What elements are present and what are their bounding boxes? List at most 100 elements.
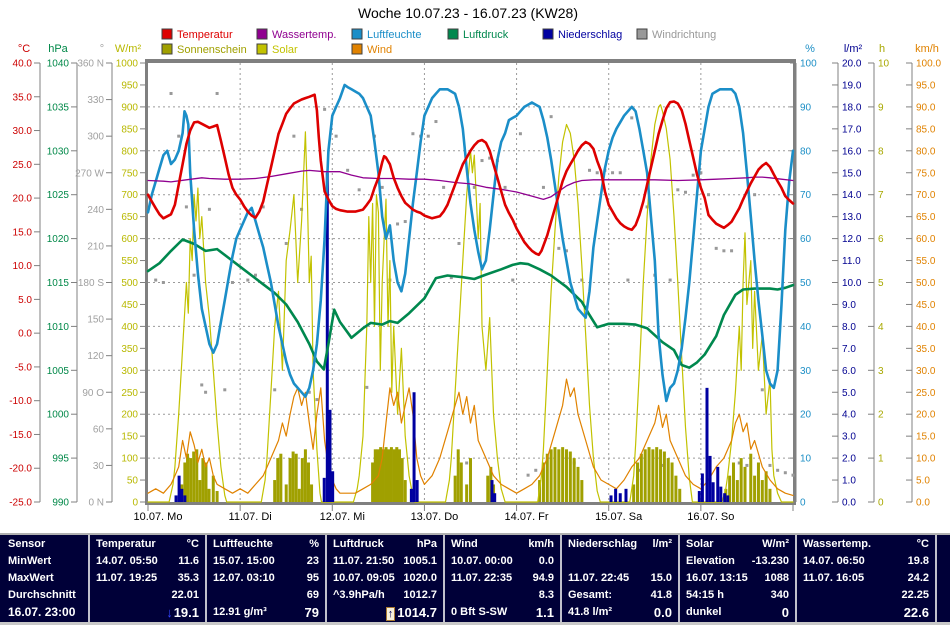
cell-text: 11.07. 22:35 bbox=[451, 572, 513, 584]
cell-value: 11.6 bbox=[178, 555, 199, 567]
axis-tick-label: 40.0 bbox=[916, 322, 936, 333]
cell-text: 16.07. 13:15 bbox=[686, 572, 748, 584]
trend-up-arrow-icon: ↑ bbox=[385, 607, 396, 621]
axis-hPa: hPa 1040 1035 1030 1025 1020 1015 1010 1005 1000 9… bbox=[47, 43, 78, 509]
table-cell-luftfeuchte-aktuell: 12.91 g/m³ 79 bbox=[213, 604, 319, 621]
table-col-temperatur: Temperatur °C 14.07. 05:50 11.6 11.07. 19:25… bbox=[88, 535, 205, 622]
weather-chart: Woche 10.07.23 - 16.07.23 (KW28) °C40.03… bbox=[9, 5, 941, 523]
table-col-sensor: Sensor MinWert MaxWert Durchschnitt 16.07. 2… bbox=[0, 535, 88, 622]
axis-tick-label: 50 bbox=[127, 476, 139, 487]
cell-text: Wassertemp. bbox=[803, 538, 872, 550]
axis-tick-label: 19.0 bbox=[842, 80, 862, 91]
axis-tick-label: 18.0 bbox=[842, 102, 862, 113]
axis-tick-label: 550 bbox=[121, 256, 138, 267]
cell-value: W/m² bbox=[762, 538, 789, 550]
cell-value: 22.6 bbox=[903, 605, 929, 620]
legend-label: Luftdruck bbox=[463, 29, 509, 41]
table-cell-luftfeuchte-minwert: 15.07. 15:00 23 bbox=[213, 553, 319, 570]
axis-tick-label: 0 bbox=[878, 498, 884, 509]
axis-tick-label: 30 bbox=[800, 366, 812, 377]
axis-tick-label: 180 S bbox=[78, 278, 104, 289]
axis-tick-label: 100 bbox=[121, 454, 138, 465]
table-col-filler bbox=[935, 535, 950, 622]
axis-tick-label: 0 bbox=[132, 498, 138, 509]
axis-l/m²: l/m² 20.0 19.0 18.0 17.0 16.0 15.0 14.0 13.0 12.0… bbox=[832, 43, 862, 509]
axis-tick-label: 40.0 bbox=[13, 59, 33, 70]
cell-value: 15.0 bbox=[650, 572, 672, 584]
axis-tick-label: 100.0 bbox=[916, 59, 941, 70]
axis-tick-label: 210 bbox=[87, 241, 104, 252]
cell-text: 10.07. 00:00 bbox=[451, 555, 513, 567]
axis-tick-label: 60 bbox=[93, 424, 105, 435]
axis-tick-label: 80.0 bbox=[916, 146, 936, 157]
axes: °C40.035.030.025.020.015.010.05.00.0-5.0… bbox=[9, 43, 941, 509]
cell-value: ↓19.1 bbox=[166, 605, 199, 620]
cell-text: 54:15 h bbox=[686, 589, 724, 601]
axis-tick-label: 450 bbox=[121, 300, 138, 311]
cell-value: 41.8 bbox=[650, 589, 672, 601]
cell-value: 0.0 bbox=[538, 555, 554, 567]
day-label-6: 15.07. Sa bbox=[595, 511, 643, 523]
cell-value: km/h bbox=[528, 538, 554, 550]
axis-tick-label: 7 bbox=[878, 190, 884, 201]
series-wassertemp bbox=[147, 169, 794, 201]
axis-tick-label: 6 bbox=[878, 234, 884, 245]
day-label-2: 11.07. Di bbox=[229, 511, 272, 523]
x-axis: 10.07. Mo 11.07. Di 12.07. Mi 13.07. Do 14.0… bbox=[134, 505, 794, 523]
row-label: 16.07. 23:00 bbox=[8, 605, 76, 619]
axis-tick-label: 500 bbox=[121, 278, 138, 289]
axis-tick-label: 5.0 bbox=[18, 295, 32, 306]
series-niederschlag bbox=[174, 172, 730, 502]
axis-tick-label: 9.0 bbox=[842, 300, 856, 311]
cell-text: Gesamt: bbox=[568, 589, 613, 601]
axis-unit-label: h bbox=[879, 43, 885, 55]
legend-item-wassertemp: Wassertemp. bbox=[256, 28, 336, 41]
table-cell-temperatur-aktuell: ↓19.1 bbox=[96, 604, 199, 621]
axis-tick-label: 10 bbox=[878, 59, 890, 70]
axis-tick-label: 17.0 bbox=[842, 124, 862, 135]
axis-tick-label: 30.0 bbox=[916, 366, 936, 377]
day-label-3: 12.07. Mi bbox=[320, 511, 365, 523]
cell-text: 10.07. 09:05 bbox=[333, 572, 395, 584]
cell-text: 12.07. 03:10 bbox=[213, 572, 275, 584]
legend-label: Windrichtung bbox=[652, 29, 716, 41]
axis-tick-label: 995 bbox=[52, 454, 69, 465]
axis-tick-label: 80 bbox=[800, 146, 812, 157]
cell-value: 0 bbox=[781, 605, 789, 620]
axis-tick-label: 600 bbox=[121, 234, 138, 245]
table-row-label-1: MinWert bbox=[8, 553, 82, 570]
table-cell-temperatur-header: Temperatur °C bbox=[96, 536, 199, 553]
axis-W/m²: W/m²100095090085080075070065060055050045… bbox=[115, 43, 147, 509]
table-cell-wind-maxwert: 11.07. 22:35 94.9 bbox=[451, 570, 554, 587]
axis-tick-label: 270 W bbox=[75, 168, 104, 179]
axis-tick-label: 4.0 bbox=[842, 410, 856, 421]
cell-text: Solar bbox=[686, 538, 714, 550]
table-row-label-0: Sensor bbox=[8, 536, 82, 553]
axis-tick-label: 7.0 bbox=[842, 344, 856, 355]
cell-text: 14.07. 06:50 bbox=[803, 555, 865, 567]
table-cell-luftdruck-maxwert: 10.07. 09:05 1020.0 bbox=[333, 570, 437, 587]
axis-unit-label: % bbox=[805, 43, 815, 55]
table-cell-luftdruck-minwert: 11.07. 21:50 1005.1 bbox=[333, 553, 437, 570]
weather-chart-panel: Woche 10.07.23 - 16.07.23 (KW28) °C 40.0 3… bbox=[9, 5, 942, 523]
stats-table: Sensor MinWert MaxWert Durchschnitt 16.07. 2… bbox=[0, 533, 950, 625]
table-cell-luftfeuchte-maxwert: 12.07. 03:10 95 bbox=[213, 570, 319, 587]
legend-item-sonnenschein: Sonnenschein bbox=[161, 43, 247, 56]
axis-tick-label: 40 bbox=[800, 322, 812, 333]
axis-unit-label: hPa bbox=[48, 43, 68, 55]
axis-tick-label: 60 bbox=[800, 234, 812, 245]
series-windrichtung bbox=[154, 91, 795, 477]
day-label-1: 10.07. Mo bbox=[134, 511, 183, 523]
axis-tick-label: 50.0 bbox=[916, 278, 936, 289]
axis-tick-label: 0 bbox=[800, 498, 806, 509]
axis-unit-label: l/m² bbox=[844, 43, 863, 55]
axis-tick-label: 65.0 bbox=[916, 212, 936, 223]
legend-item-wind: Wind bbox=[351, 43, 392, 56]
axis-tick-label: 3 bbox=[878, 366, 884, 377]
legend-label: Wind bbox=[367, 44, 392, 56]
axis-tick-label: 55.0 bbox=[916, 256, 936, 267]
cell-value: 22.01 bbox=[171, 589, 199, 601]
cell-value: l/m² bbox=[652, 538, 672, 550]
